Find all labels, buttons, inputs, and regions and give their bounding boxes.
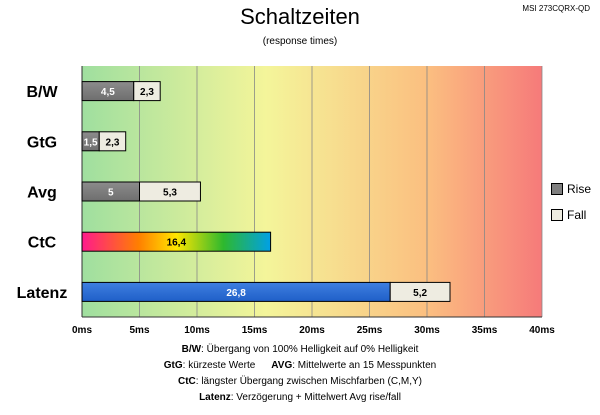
x-tick-label: 35ms [472, 325, 498, 336]
chart-notes: B/W: Übergang von 100% Helligkeit auf 0%… [0, 342, 600, 406]
x-tick-label: 25ms [357, 325, 383, 336]
legend-item-rise: Rise [551, 178, 591, 200]
bar-fall-label: 5,3 [163, 188, 177, 199]
legend: Rise Fall [551, 178, 591, 230]
monitor-model: MSI 273CQRX-QD [522, 4, 590, 13]
bar-rise-label: 1,5 [84, 137, 98, 148]
chart-title: Schaltzeiten [240, 4, 360, 29]
x-tick-label: 10ms [184, 325, 210, 336]
note-latenz: Latenz: Verzögerung + Mittelwert Avg ris… [199, 392, 401, 403]
x-tick-label: 5ms [129, 325, 149, 336]
bar-rise-label: 26,8 [226, 288, 246, 299]
note-bw: B/W: Übergang von 100% Helligkeit auf 0%… [181, 344, 419, 355]
category-label: Avg [27, 185, 57, 202]
category-label: CtC [28, 235, 57, 252]
note-ctc: CtC: längster Übergang zwischen Mischfar… [178, 376, 422, 387]
bar-fall-label: 5,2 [413, 288, 427, 299]
x-tick-label: 40ms [529, 325, 555, 336]
bar-rise [81, 231, 272, 252]
x-tick-label: 15ms [242, 325, 268, 336]
bar-fall [389, 281, 451, 302]
legend-item-fall: Fall [551, 204, 591, 226]
category-label: Latenz [17, 285, 68, 302]
legend-swatch-rise [551, 183, 563, 195]
bar-rise-label: 16,4 [167, 238, 187, 249]
bar-rise-label: 4,5 [101, 87, 115, 98]
bar-fall-label: 2,3 [140, 87, 154, 98]
legend-label-fall: Fall [567, 208, 587, 222]
x-tick-label: 20ms [299, 325, 325, 336]
legend-label-rise: Rise [567, 182, 592, 196]
x-tick-label: 0ms [72, 325, 92, 336]
category-label: B/W [26, 84, 58, 101]
note-gtg-avg: GtG: kürzeste Werte AVG: Mittelwerte an 1… [163, 360, 437, 371]
bar-rise-label: 5 [108, 188, 114, 199]
bar-fall [133, 81, 161, 102]
category-label: GtG [27, 134, 57, 151]
chart-subtitle: (response times) [262, 36, 338, 47]
x-tick-label: 30ms [414, 325, 440, 336]
bar-fall [98, 131, 127, 152]
bar-fall-label: 2,3 [106, 137, 120, 148]
bar-fall [139, 181, 201, 202]
legend-swatch-fall [551, 209, 563, 221]
